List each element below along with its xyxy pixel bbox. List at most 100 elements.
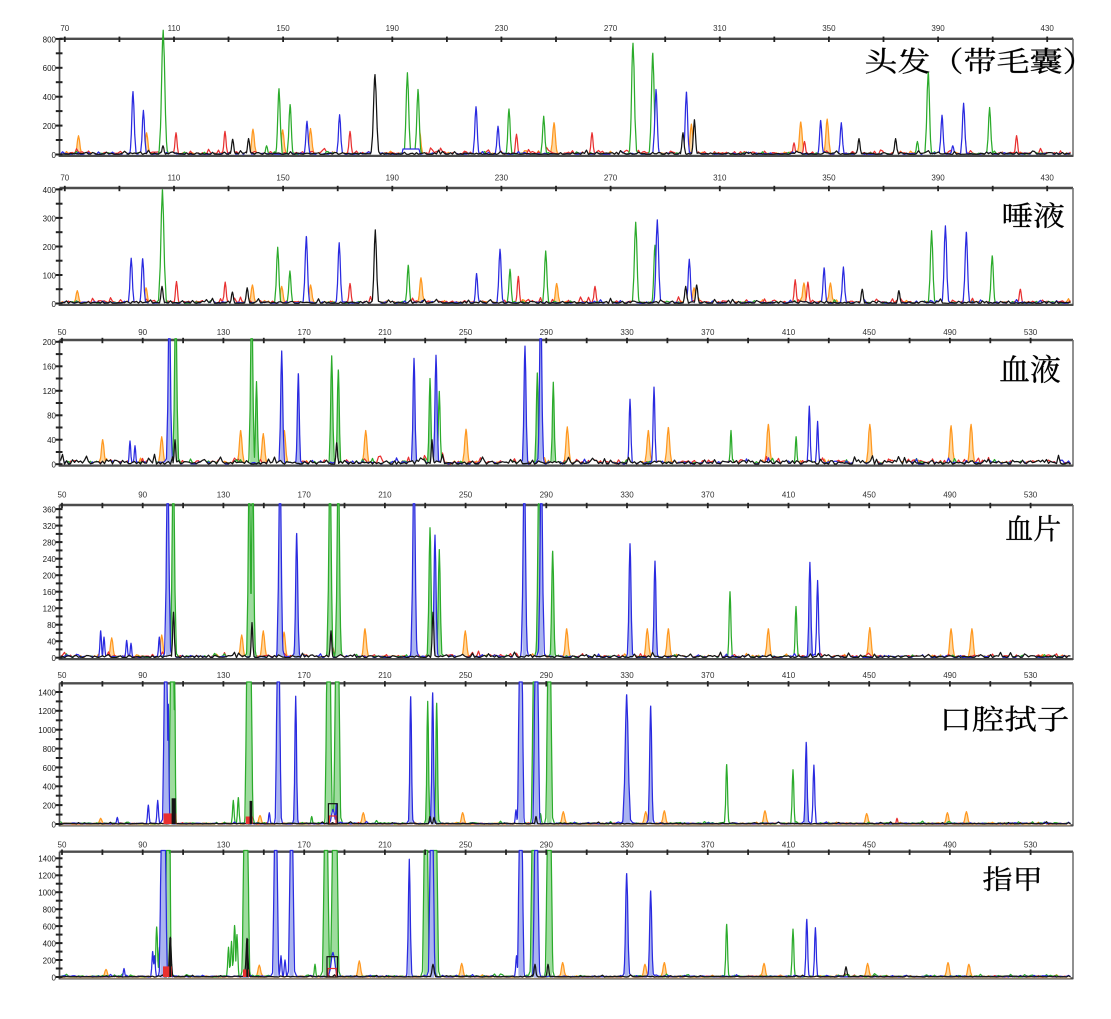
svg-text:400: 400 [43, 93, 57, 102]
svg-text:290: 290 [540, 491, 554, 500]
svg-text:530: 530 [1024, 328, 1038, 337]
svg-text:370: 370 [701, 841, 715, 850]
svg-text:40: 40 [47, 436, 56, 445]
svg-text:110: 110 [168, 24, 181, 33]
svg-text:210: 210 [378, 328, 392, 337]
svg-text:450: 450 [863, 491, 877, 500]
svg-text:800: 800 [43, 906, 57, 915]
svg-text:600: 600 [43, 64, 57, 73]
svg-text:0: 0 [52, 654, 57, 663]
svg-text:250: 250 [459, 491, 473, 500]
svg-text:0: 0 [52, 151, 57, 160]
svg-text:350: 350 [822, 174, 836, 183]
svg-text:490: 490 [943, 328, 957, 337]
svg-text:120: 120 [43, 387, 57, 396]
svg-text:200: 200 [43, 572, 57, 581]
svg-text:170: 170 [298, 671, 312, 680]
svg-text:330: 330 [620, 841, 634, 850]
svg-text:250: 250 [459, 328, 473, 337]
svg-text:50: 50 [58, 328, 67, 337]
svg-text:600: 600 [43, 923, 57, 932]
svg-text:70: 70 [60, 24, 69, 33]
svg-text:390: 390 [931, 174, 945, 183]
svg-text:150: 150 [276, 24, 290, 33]
svg-text:490: 490 [943, 841, 957, 850]
svg-text:0: 0 [52, 973, 57, 982]
svg-text:290: 290 [540, 328, 554, 337]
svg-text:80: 80 [47, 621, 56, 630]
svg-text:330: 330 [620, 328, 634, 337]
svg-text:600: 600 [43, 764, 57, 773]
svg-text:450: 450 [863, 841, 877, 850]
svg-text:0: 0 [52, 300, 57, 309]
svg-text:200: 200 [43, 802, 57, 811]
svg-text:0: 0 [52, 461, 57, 470]
svg-text:270: 270 [604, 24, 618, 33]
svg-text:130: 130 [217, 841, 231, 850]
svg-text:280: 280 [43, 539, 57, 548]
svg-text:1000: 1000 [38, 889, 56, 898]
svg-text:230: 230 [495, 174, 509, 183]
svg-text:1200: 1200 [38, 707, 56, 716]
svg-text:120: 120 [43, 605, 57, 614]
svg-text:50: 50 [58, 841, 67, 850]
svg-text:430: 430 [1041, 24, 1055, 33]
svg-text:100: 100 [43, 271, 57, 280]
svg-text:290: 290 [540, 841, 554, 850]
svg-text:90: 90 [138, 491, 147, 500]
svg-text:200: 200 [43, 338, 57, 347]
svg-text:330: 330 [620, 491, 634, 500]
svg-text:90: 90 [138, 328, 147, 337]
svg-text:410: 410 [782, 491, 796, 500]
svg-text:50: 50 [58, 491, 67, 500]
svg-text:1200: 1200 [38, 872, 56, 881]
svg-text:80: 80 [47, 412, 56, 421]
svg-text:90: 90 [138, 841, 147, 850]
svg-text:310: 310 [713, 24, 727, 33]
svg-text:0: 0 [52, 820, 57, 829]
svg-text:150: 150 [276, 174, 290, 183]
svg-text:130: 130 [217, 671, 231, 680]
svg-text:250: 250 [459, 671, 473, 680]
svg-text:1400: 1400 [38, 688, 56, 697]
svg-text:290: 290 [540, 671, 554, 680]
svg-text:160: 160 [43, 588, 57, 597]
svg-text:370: 370 [701, 328, 715, 337]
svg-text:410: 410 [782, 671, 796, 680]
svg-text:270: 270 [604, 174, 618, 183]
svg-text:1400: 1400 [38, 855, 56, 864]
svg-text:370: 370 [701, 491, 715, 500]
svg-text:400: 400 [43, 783, 57, 792]
svg-text:130: 130 [217, 328, 231, 337]
svg-text:450: 450 [863, 671, 877, 680]
svg-text:160: 160 [43, 363, 57, 372]
svg-text:210: 210 [378, 491, 392, 500]
svg-text:450: 450 [863, 328, 877, 337]
svg-text:90: 90 [138, 671, 147, 680]
svg-text:200: 200 [43, 956, 57, 965]
svg-text:170: 170 [298, 491, 312, 500]
svg-text:240: 240 [43, 555, 57, 564]
svg-text:200: 200 [43, 243, 57, 252]
svg-text:1000: 1000 [38, 726, 56, 735]
svg-text:410: 410 [782, 328, 796, 337]
svg-text:50: 50 [58, 671, 67, 680]
svg-text:800: 800 [43, 745, 57, 754]
svg-text:530: 530 [1024, 841, 1038, 850]
svg-text:190: 190 [386, 24, 400, 33]
svg-text:400: 400 [43, 940, 57, 949]
svg-text:390: 390 [931, 24, 945, 33]
svg-text:310: 310 [713, 174, 727, 183]
svg-text:200: 200 [43, 122, 57, 131]
svg-text:350: 350 [822, 24, 836, 33]
svg-text:370: 370 [701, 671, 715, 680]
svg-text:410: 410 [782, 841, 796, 850]
svg-text:330: 330 [620, 671, 634, 680]
svg-text:230: 230 [495, 24, 509, 33]
svg-text:400: 400 [43, 186, 57, 195]
svg-text:360: 360 [43, 506, 57, 515]
svg-text:300: 300 [43, 214, 57, 223]
svg-text:190: 190 [386, 174, 400, 183]
svg-text:130: 130 [217, 491, 231, 500]
svg-text:800: 800 [43, 35, 57, 44]
